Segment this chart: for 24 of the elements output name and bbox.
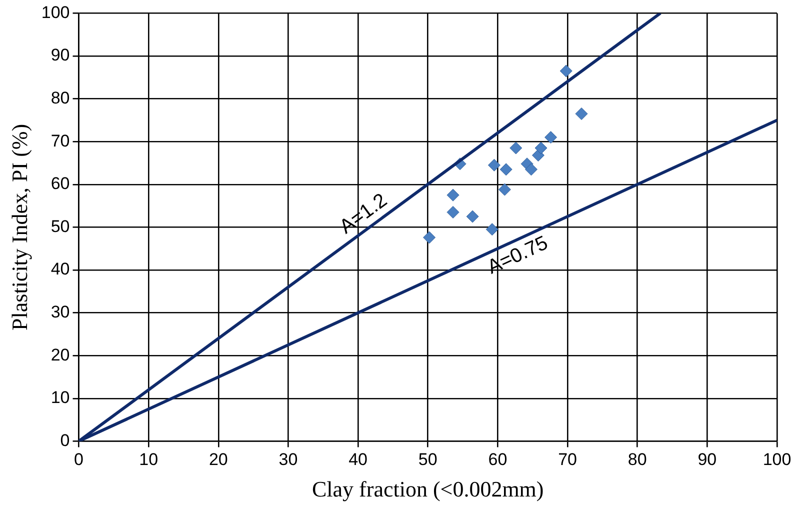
- x-tick-label: 20: [208, 450, 228, 470]
- y-tick-label: 90: [50, 46, 70, 65]
- x-tick-label: 50: [418, 450, 438, 470]
- y-tick-label: 70: [50, 131, 70, 150]
- x-axis-title: Clay fraction (<0.002mm): [312, 476, 544, 502]
- y-tick-label: 50: [50, 216, 70, 236]
- x-tick-label: 80: [628, 450, 647, 470]
- y-tick-label: 0: [60, 430, 70, 450]
- x-tick-label: 40: [348, 450, 368, 470]
- x-tick-label: 60: [488, 450, 508, 470]
- y-axis-title: Plasticity Index, PI (%): [6, 124, 32, 330]
- y-tick-label: 30: [50, 302, 70, 322]
- y-tick-label: 40: [50, 260, 70, 279]
- y-tick-label: 80: [50, 88, 70, 108]
- y-tick-label: 10: [50, 388, 70, 408]
- y-tick-label: 20: [50, 345, 70, 364]
- y-tick-label: 100: [41, 2, 70, 22]
- x-tick-label: 10: [139, 450, 158, 470]
- x-tick-label: 0: [74, 450, 84, 470]
- x-tick-label: 100: [762, 450, 792, 470]
- x-tick-label: 70: [558, 450, 577, 470]
- x-tick-label: 30: [278, 450, 298, 470]
- x-tick-label: 90: [698, 450, 717, 470]
- y-tick-label: 60: [50, 174, 70, 194]
